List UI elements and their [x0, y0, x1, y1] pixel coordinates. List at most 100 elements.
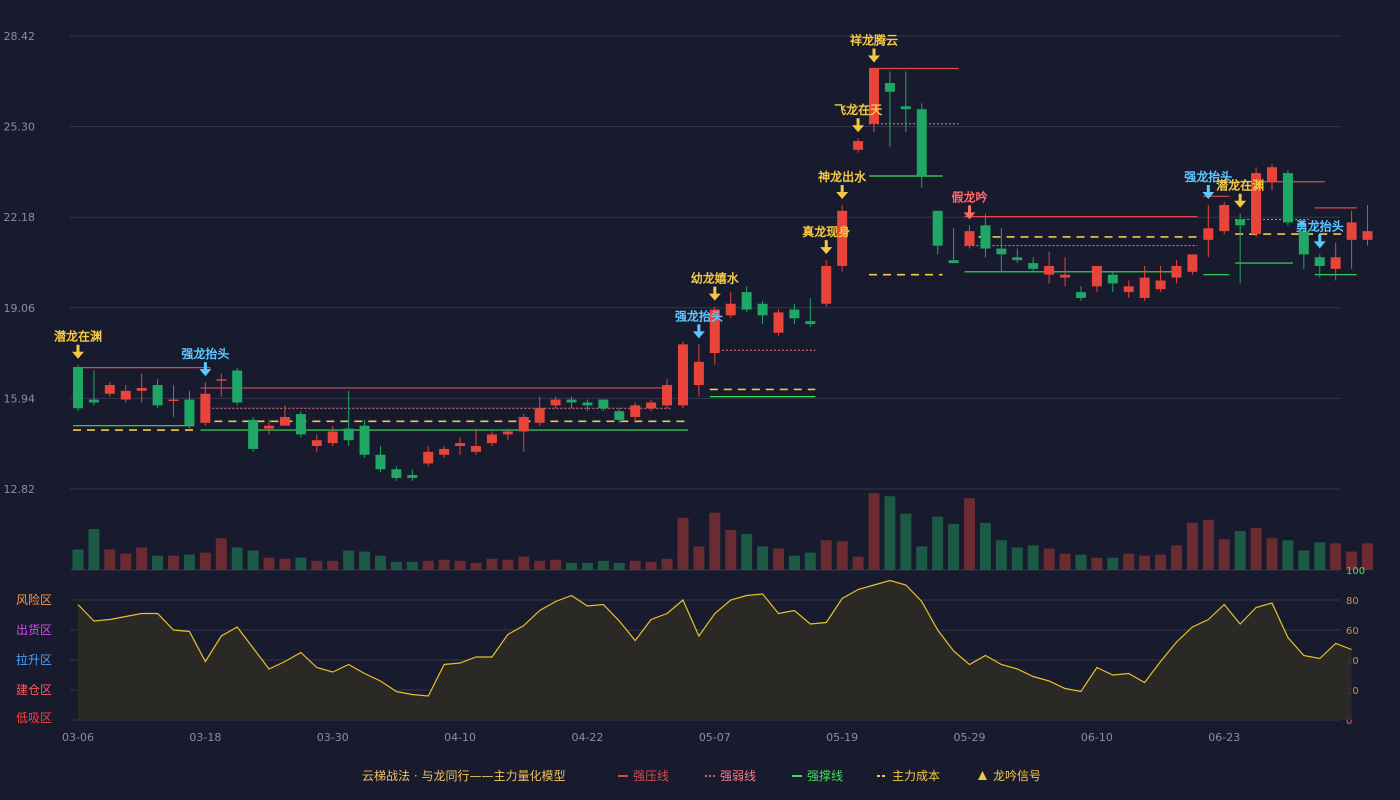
candle	[1187, 254, 1198, 275]
candle	[455, 437, 466, 455]
volume-bar	[820, 540, 832, 570]
oscillator-tick-label: 0	[1346, 716, 1352, 727]
candle	[184, 390, 195, 429]
volume-bar	[948, 523, 960, 570]
candle	[1235, 213, 1246, 284]
candle-body	[1171, 265, 1182, 278]
volume-bar	[995, 540, 1007, 570]
candle-body	[741, 292, 752, 310]
price-tick-label: 22.18	[4, 211, 36, 224]
candle-body	[343, 428, 354, 441]
volume-bar	[72, 549, 84, 570]
volume-bar	[1186, 522, 1198, 570]
signal-marker: 神龙出水	[818, 169, 867, 200]
candle-body	[598, 399, 609, 409]
price-tick-label: 15.94	[4, 392, 36, 405]
candle-body	[327, 431, 338, 444]
candle-body	[1219, 205, 1230, 232]
volume-bar	[661, 558, 673, 570]
candle	[884, 71, 895, 147]
price-axis-labels: 28.42 25.30 22.18 19.06 15.94 12.82	[4, 30, 36, 496]
candle-body	[837, 210, 848, 266]
signal-label: 飞龙在天	[834, 102, 883, 117]
volume-bar	[104, 549, 116, 570]
volume-bar	[884, 496, 896, 570]
candle	[216, 373, 227, 397]
date-tick-label: 05-07	[699, 731, 731, 744]
volume-bar	[88, 529, 100, 570]
candlesticks	[73, 68, 1373, 481]
candle-body	[582, 402, 593, 406]
candle-body	[534, 408, 545, 423]
candle-body	[216, 379, 227, 381]
candle	[1091, 265, 1102, 293]
volume-bar	[1282, 540, 1294, 570]
volume-bar	[1107, 557, 1119, 570]
volume-bar	[1330, 543, 1342, 570]
date-tick-label: 06-23	[1208, 731, 1240, 744]
candle	[869, 68, 879, 133]
volume-bar	[645, 561, 657, 570]
volume-bar	[374, 555, 386, 570]
candle-body	[295, 414, 306, 435]
candle-body	[152, 385, 163, 406]
candle-body	[725, 303, 736, 316]
candle	[1346, 210, 1357, 269]
candle-body	[168, 399, 179, 402]
volume-bar	[964, 498, 976, 570]
volume-bar	[1250, 527, 1262, 570]
volume-bar	[1123, 553, 1135, 570]
candle	[646, 399, 657, 412]
candle-body	[980, 225, 991, 249]
volume-bar	[677, 517, 689, 570]
date-tick-label: 05-19	[826, 731, 858, 744]
candle	[1267, 164, 1277, 191]
price-tick-label: 25.30	[4, 121, 36, 134]
oscillator-area	[78, 580, 1352, 720]
volume-bar	[741, 534, 753, 570]
signal-marker: 勇龙抬头	[1296, 218, 1344, 249]
volume-bar	[183, 554, 195, 570]
legend-label: 强撑线	[807, 768, 843, 783]
candle	[741, 286, 752, 313]
candle-body	[900, 106, 911, 110]
volume-bar	[836, 541, 848, 570]
candle-body	[486, 434, 497, 444]
volume-bar	[566, 562, 578, 570]
candle-body	[693, 361, 704, 386]
zone-label: 建仓区	[16, 683, 52, 697]
candle-body	[614, 411, 625, 420]
candle	[1362, 205, 1373, 246]
candle	[423, 446, 434, 467]
signal-marker: 飞龙在天	[834, 102, 883, 133]
candle	[120, 385, 131, 403]
oscillator-tick-label: 100	[1346, 566, 1365, 577]
signal-label: 潜龙在渊	[1216, 178, 1264, 193]
candle-body	[1060, 274, 1071, 278]
candle-body	[1267, 167, 1277, 182]
signal-arrow-icon	[199, 369, 212, 377]
signal-label: 强龙抬头	[181, 346, 229, 361]
date-tick-label: 03-06	[62, 731, 94, 744]
oscillator-tick-label: 60	[1346, 626, 1359, 637]
candle	[200, 382, 211, 426]
candle	[773, 309, 784, 336]
candle-body	[1282, 173, 1293, 223]
candle	[327, 425, 338, 447]
candle-body	[1187, 254, 1198, 272]
oscillator-tick-label: 80	[1346, 596, 1359, 607]
volume-bar	[390, 561, 402, 570]
signal-arrow-icon	[708, 293, 721, 301]
candle-body	[630, 405, 641, 417]
volume-bar	[1202, 519, 1214, 570]
candle	[279, 405, 290, 426]
candle-body	[200, 393, 211, 423]
candle-body	[375, 454, 386, 470]
candle-body	[391, 469, 402, 478]
volume-bar	[359, 551, 371, 570]
candle	[789, 303, 800, 325]
volume-bar	[900, 513, 912, 570]
volume-bar	[199, 552, 211, 570]
candle-body	[1075, 292, 1086, 298]
candle-body	[853, 141, 864, 150]
